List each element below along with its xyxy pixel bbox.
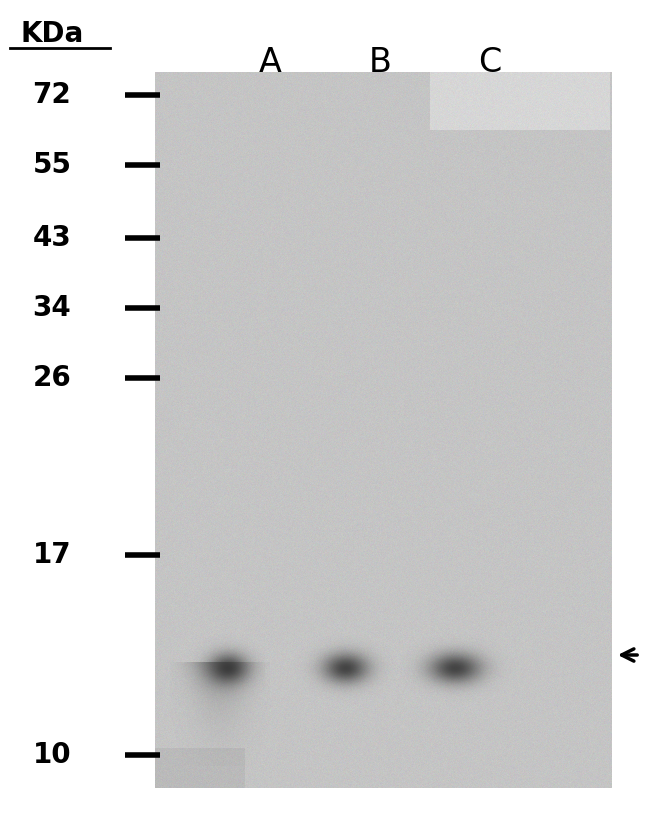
Text: 43: 43	[32, 224, 72, 252]
Text: 17: 17	[32, 541, 72, 569]
Text: KDa: KDa	[20, 20, 84, 48]
Text: 55: 55	[32, 151, 72, 179]
Text: 34: 34	[32, 294, 72, 322]
Text: B: B	[369, 46, 391, 79]
Text: 10: 10	[32, 741, 72, 769]
Text: A: A	[259, 46, 281, 79]
Text: 26: 26	[32, 364, 72, 392]
Text: C: C	[478, 46, 502, 79]
Text: 72: 72	[32, 81, 72, 109]
